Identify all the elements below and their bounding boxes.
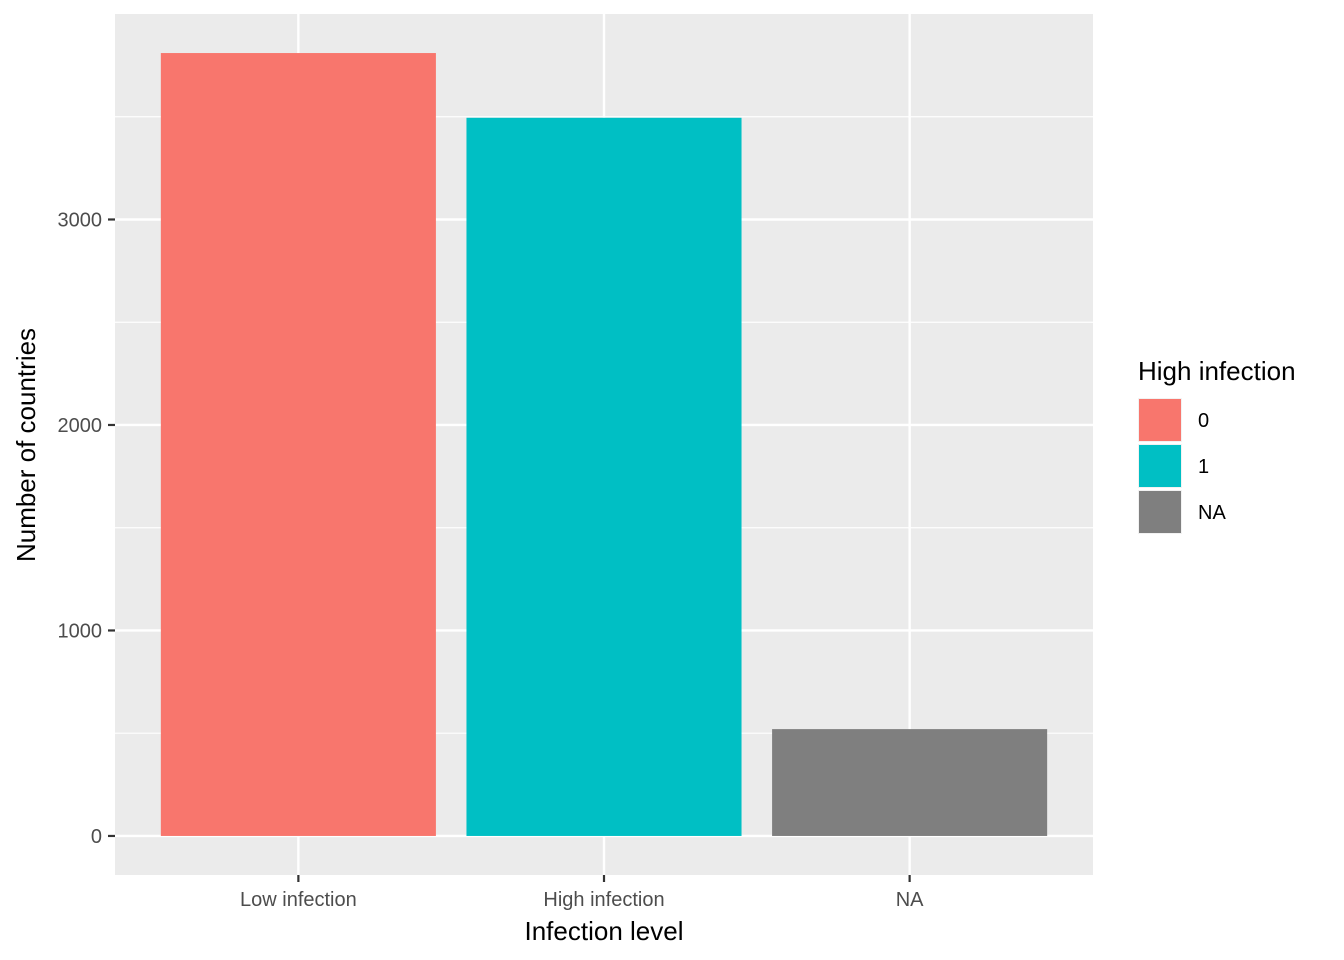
y-tick-label: 0 [91,826,102,848]
legend-swatch-1 [1139,445,1181,487]
legend-label: NA [1198,502,1226,524]
legend-label: 1 [1198,456,1209,478]
bar-high-infection [466,117,742,836]
y-tick-label: 2000 [58,415,103,437]
bar-na [772,729,1048,836]
legend-swatch-0 [1139,399,1181,441]
legend: High infection 0 1 NA [1138,356,1296,534]
legend-label: 0 [1198,410,1209,432]
x-axis: Low infection High infection NA [240,875,924,911]
bars [160,53,1048,836]
legend-title: High infection [1138,356,1296,386]
x-tick-label: NA [896,889,924,911]
x-axis-title: Infection level [525,916,684,946]
y-axis: 0 1000 2000 3000 [58,209,115,848]
y-axis-title: Number of countries [11,328,41,562]
bar-low-infection [160,53,436,836]
x-tick-label: High infection [543,889,664,911]
x-tick-label: Low infection [240,889,357,911]
legend-swatch-na [1139,491,1181,533]
y-tick-label: 1000 [58,620,103,642]
y-tick-label: 3000 [58,209,103,231]
